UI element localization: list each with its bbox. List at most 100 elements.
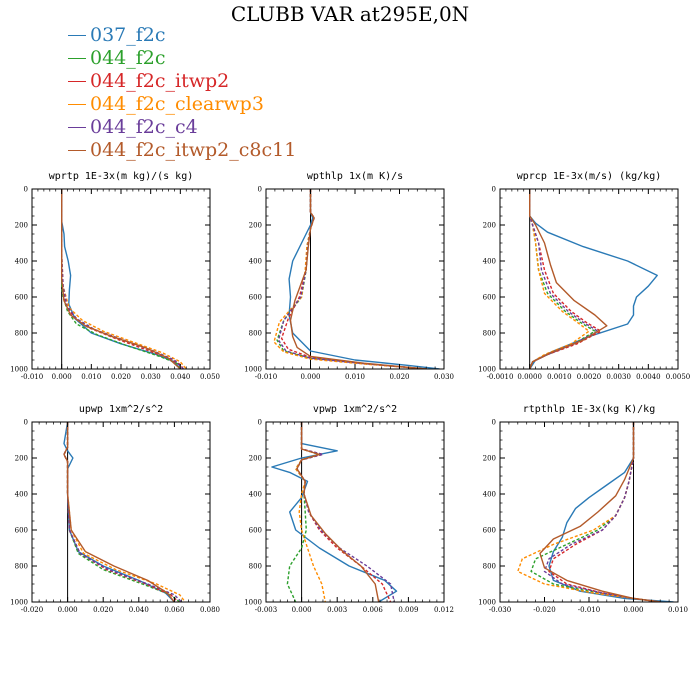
series-line	[548, 422, 661, 602]
x-tick-label: 0.012	[434, 606, 454, 614]
y-tick-label: 800	[249, 330, 262, 338]
y-tick-label: 200	[249, 222, 262, 230]
legend-label: 037_f2c	[90, 24, 166, 46]
y-tick-label: 200	[483, 222, 496, 230]
series-line	[63, 422, 179, 602]
x-tick-label: 0.0020	[577, 373, 602, 381]
panel-title: wpthlp 1x(m K)/s	[307, 171, 403, 182]
x-tick-label: 0.0010	[547, 373, 572, 381]
x-tick-label: -0.010	[255, 373, 277, 381]
series-line	[273, 189, 427, 369]
y-tick-label: 600	[15, 294, 28, 302]
series-line	[529, 189, 596, 369]
x-tick-label: -0.010	[578, 606, 600, 614]
series-line	[548, 422, 674, 602]
x-tick-label: 0.060	[164, 606, 184, 614]
y-tick-label: 800	[483, 563, 496, 571]
y-tick-label: 0	[492, 419, 496, 427]
y-tick-label: 400	[483, 491, 496, 499]
y-tick-label: 400	[483, 258, 496, 266]
y-tick-label: 1000	[10, 366, 28, 374]
legend-label: 044_f2c	[90, 47, 166, 69]
y-tick-label: 1000	[244, 599, 262, 607]
panel-3: wprcp 1E-3x(m/s) (kg/kg) -0.0010 0.0000 0.0…	[478, 171, 690, 381]
plot-frame	[265, 421, 445, 603]
legend-swatch	[68, 127, 86, 128]
x-tick-label: 0.010	[668, 606, 688, 614]
y-tick-label: 800	[15, 563, 28, 571]
series-line	[296, 422, 395, 602]
x-tick-label: 0.080	[200, 606, 220, 614]
y-tick-label: 600	[15, 527, 28, 535]
x-tick-label: -0.030	[489, 606, 511, 614]
y-tick-label: 1000	[244, 366, 262, 374]
x-tick-label: 0.003	[327, 606, 347, 614]
series-line	[543, 422, 661, 602]
x-tick-label: 0.000	[292, 606, 312, 614]
panel-title: rtpthlp 1E-3x(kg K)/kg	[523, 404, 655, 415]
x-tick-label: 0.020	[111, 373, 131, 381]
series-line	[276, 189, 427, 369]
series-line	[539, 422, 661, 602]
panel-title: wprcp 1E-3x(m/s) (kg/kg)	[517, 171, 662, 182]
x-tick-label: -0.0010	[487, 373, 514, 381]
series-line	[61, 189, 187, 369]
plot-frame	[265, 188, 445, 370]
x-tick-label: 0.009	[398, 606, 418, 614]
x-tick-label: 0.0050	[666, 373, 691, 381]
series-line	[529, 189, 658, 369]
y-tick-label: 800	[15, 330, 28, 338]
series-line	[61, 189, 184, 369]
series-line	[289, 189, 427, 369]
y-tick-label: 600	[249, 527, 262, 535]
y-tick-label: 400	[15, 491, 28, 499]
plot-frame	[499, 421, 679, 603]
x-tick-label: 0.000	[300, 373, 320, 381]
x-tick-label: 0.010	[81, 373, 101, 381]
y-tick-label: 0	[492, 186, 496, 194]
x-tick-label: 0.050	[200, 373, 220, 381]
series-line	[61, 189, 184, 369]
panel-title: vpwp 1xm^2/s^2	[313, 404, 397, 415]
y-tick-label: 200	[249, 455, 262, 463]
legend-label: 044_f2c_itwp2	[90, 70, 230, 92]
legend-swatch	[68, 150, 86, 151]
chart-title: CLUBB VAR at295E,0N	[230, 2, 470, 26]
x-tick-label: 0.020	[93, 606, 113, 614]
legend-label: 044_f2c_clearwp3	[90, 93, 264, 115]
y-tick-label: 800	[249, 563, 262, 571]
y-tick-label: 600	[249, 294, 262, 302]
series-line	[61, 189, 181, 369]
y-tick-label: 1000	[10, 599, 28, 607]
series-line	[529, 189, 599, 369]
x-tick-label: -0.003	[255, 606, 277, 614]
panel-title: wprtp 1E-3x(m kg)/(s kg)	[49, 171, 194, 182]
x-tick-label: -0.020	[21, 606, 43, 614]
series-line	[61, 189, 181, 369]
legend-swatch	[68, 104, 86, 105]
x-tick-label: -0.010	[21, 373, 43, 381]
series-line	[61, 189, 181, 369]
y-tick-label: 0	[258, 419, 262, 427]
legend-swatch	[68, 81, 86, 82]
x-tick-label: 0.030	[434, 373, 454, 381]
series-line	[296, 422, 392, 602]
legend-label: 044_f2c_c4	[90, 116, 198, 138]
x-tick-label: 0.020	[389, 373, 409, 381]
x-tick-label: 0.000	[623, 606, 643, 614]
y-tick-label: 800	[483, 330, 496, 338]
y-tick-label: 200	[483, 455, 496, 463]
panel-6: rtpthlp 1E-3x(kg K)/kg -0.030 -0.020 -0.010…	[478, 404, 688, 614]
plot-frame	[31, 188, 211, 370]
series-line	[529, 189, 608, 369]
x-tick-label: 0.040	[170, 373, 190, 381]
series-line	[296, 422, 380, 602]
x-tick-label: 0.0000	[517, 373, 542, 381]
y-tick-label: 0	[24, 419, 28, 427]
y-tick-label: 400	[249, 491, 262, 499]
legend-swatch	[68, 58, 86, 59]
y-tick-label: 400	[249, 258, 262, 266]
y-tick-label: 0	[258, 186, 262, 194]
plot-frame	[499, 188, 679, 370]
